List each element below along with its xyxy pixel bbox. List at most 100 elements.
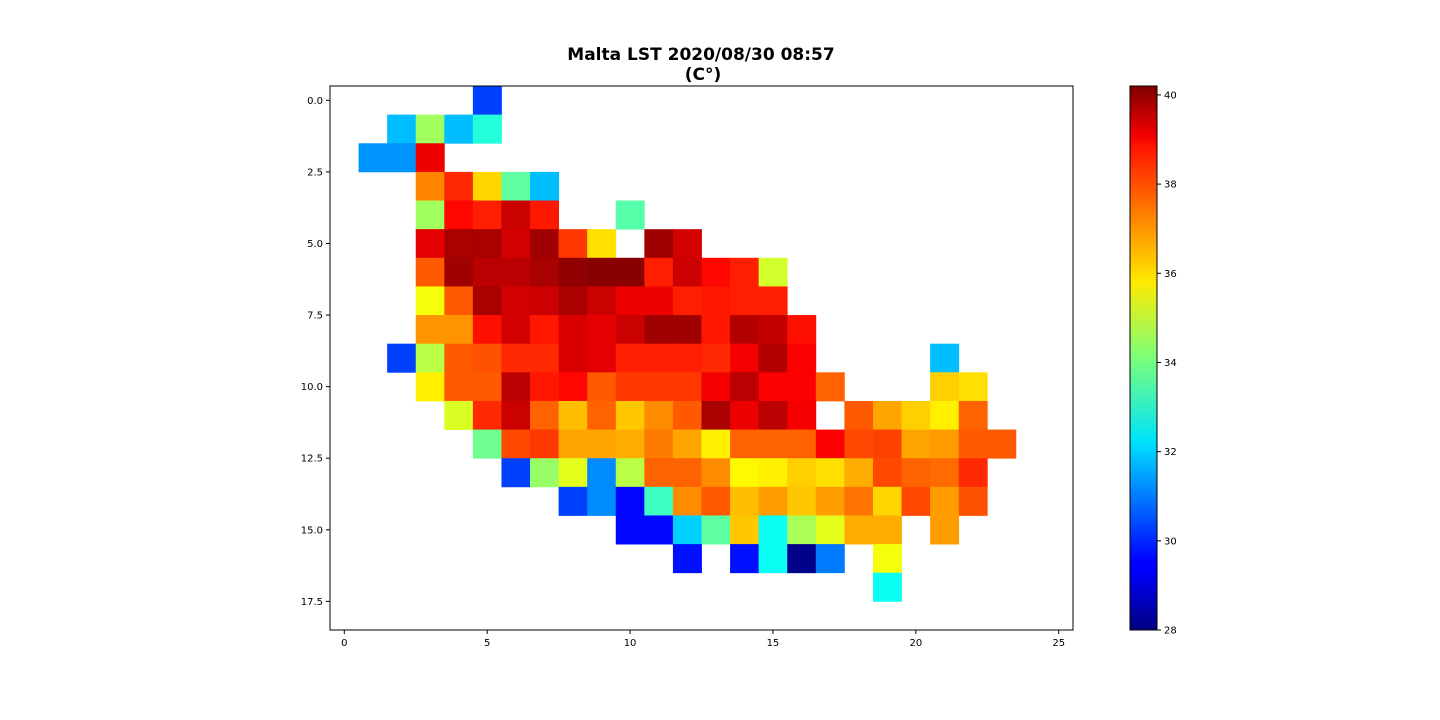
chart-title-line2: (C°): [685, 65, 722, 85]
heatmap-cell: [415, 257, 445, 287]
heatmap-cell: [530, 400, 560, 430]
heatmap-cell: [672, 286, 702, 316]
heatmap-cell: [387, 343, 417, 373]
heatmap-cell: [444, 257, 474, 287]
heatmap-cell: [701, 257, 731, 287]
heatmap-cell: [701, 343, 731, 373]
heatmap-cell: [530, 315, 560, 345]
heatmap-cell: [472, 286, 502, 316]
heatmap-cell: [730, 486, 760, 516]
heatmap-cell: [644, 257, 674, 287]
heatmap-cell: [615, 400, 645, 430]
heatmap-cell: [758, 429, 788, 459]
heatmap-cell: [530, 200, 560, 230]
heatmap-cell: [558, 400, 588, 430]
heatmap-cell: [844, 400, 874, 430]
heatmap-cell: [844, 486, 874, 516]
y-tick-label: 10.0: [301, 382, 323, 393]
y-tick-label: 17.5: [301, 597, 323, 608]
heatmap-cell: [930, 372, 960, 402]
heatmap-cell: [530, 343, 560, 373]
heatmap-cell: [758, 458, 788, 488]
heatmap-cell: [844, 515, 874, 545]
heatmap-cell: [415, 343, 445, 373]
heatmap-cell: [472, 200, 502, 230]
heatmap-cell: [415, 286, 445, 316]
heatmap-cell: [615, 257, 645, 287]
heatmap-cell: [501, 372, 531, 402]
heatmap-cell: [644, 486, 674, 516]
y-tick-label: 5.0: [307, 239, 323, 250]
heatmap-cell: [444, 286, 474, 316]
heatmap-cell: [701, 400, 731, 430]
heatmap-cell: [815, 544, 845, 574]
heatmap-cell: [615, 315, 645, 345]
heatmap-cell: [615, 372, 645, 402]
heatmap-cell: [872, 572, 902, 602]
colorbar-axis: 28 30 32 34 36 38 40: [1157, 90, 1177, 637]
heatmap-cell: [987, 429, 1017, 459]
heatmap-cell: [901, 486, 931, 516]
heatmap-cell: [815, 515, 845, 545]
heatmap-cell: [730, 257, 760, 287]
heatmap-cell: [901, 458, 931, 488]
heatmap-cell: [815, 486, 845, 516]
heatmap-cell: [672, 458, 702, 488]
heatmap-cell: [415, 143, 445, 173]
heatmap-cell: [730, 286, 760, 316]
heatmap-cell: [530, 372, 560, 402]
heatmap-cell: [787, 315, 817, 345]
heatmap-cell: [415, 114, 445, 144]
heatmap-cell: [787, 400, 817, 430]
heatmap-cell: [872, 486, 902, 516]
heatmap-cell: [872, 429, 902, 459]
heatmap-cell: [472, 400, 502, 430]
heatmap-cell: [587, 229, 617, 259]
heatmap-cell: [872, 515, 902, 545]
heatmap-cell: [558, 372, 588, 402]
heatmap-cell: [444, 315, 474, 345]
x-tick-label: 25: [1052, 638, 1065, 649]
heatmap-cell: [444, 372, 474, 402]
heatmap-cell: [930, 400, 960, 430]
heatmap-cell: [444, 400, 474, 430]
heatmap-cell: [558, 257, 588, 287]
heatmap-cell: [644, 400, 674, 430]
heatmap-cell: [815, 429, 845, 459]
heatmap-cell: [444, 114, 474, 144]
heatmap-cell: [958, 486, 988, 516]
heatmap-cell: [701, 429, 731, 459]
heatmap-cell: [787, 515, 817, 545]
heatmap-cell: [758, 257, 788, 287]
colorbar-tick-label: 34: [1164, 358, 1177, 369]
chart-title-line1: Malta LST 2020/08/30 08:57: [567, 45, 834, 65]
heatmap-cell: [387, 114, 417, 144]
heatmap-cell: [501, 257, 531, 287]
heatmap-cell: [672, 372, 702, 402]
heatmap-cell: [787, 372, 817, 402]
heatmap-cell: [730, 515, 760, 545]
heatmap-cell: [530, 286, 560, 316]
x-axis: 0 5 10 15 20 25: [341, 630, 1065, 649]
heatmap-cell: [701, 486, 731, 516]
heatmap-cell: [587, 400, 617, 430]
heatmap-cell: [730, 315, 760, 345]
heatmap-cell: [558, 229, 588, 259]
heatmap-cell: [530, 229, 560, 259]
heatmap-cell: [701, 286, 731, 316]
heatmap-cell: [787, 429, 817, 459]
heatmap-cell: [472, 114, 502, 144]
x-tick-label: 15: [767, 638, 780, 649]
x-tick-label: 0: [341, 638, 347, 649]
heatmap-cell: [930, 458, 960, 488]
heatmap-cell: [787, 458, 817, 488]
heatmap-cell: [501, 343, 531, 373]
heatmap-cell: [615, 286, 645, 316]
heatmap-cell: [701, 515, 731, 545]
heatmap-cell: [672, 486, 702, 516]
heatmap-cell: [472, 257, 502, 287]
heatmap-cell: [415, 171, 445, 201]
heatmap-cell: [615, 429, 645, 459]
heatmap-cell: [672, 343, 702, 373]
heatmap-cell: [730, 544, 760, 574]
